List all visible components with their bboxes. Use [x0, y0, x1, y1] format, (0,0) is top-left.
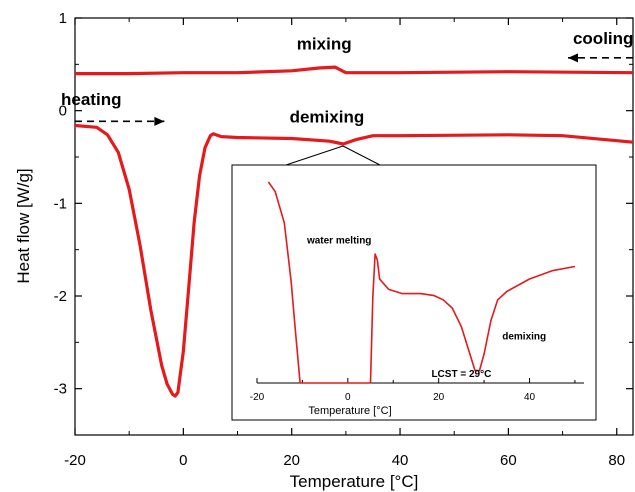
x-tick-label: 80 [608, 452, 625, 469]
x-tick-label: 20 [283, 452, 300, 469]
inset-series-line [267, 181, 576, 384]
series-line-cooling [75, 65, 634, 76]
x-tick-label: 40 [392, 452, 409, 469]
zoom-connector-left [285, 145, 344, 166]
inset-x-tick-label: -20 [250, 392, 265, 403]
y-tick-label: 0 [59, 103, 67, 120]
annotation-heating: heating [61, 90, 121, 109]
y-tick-label: 1 [59, 10, 67, 27]
heating-arrow [75, 116, 165, 126]
y-tick-label: -3 [54, 381, 67, 398]
cooling-arrow [567, 53, 633, 63]
main-annotations: mixing cooling heating demixing [61, 29, 633, 127]
inset-frame [231, 164, 597, 421]
inset-x-axis-label: Temperature [°C] [308, 405, 391, 417]
inset-annotation-water-melting: water melting [306, 236, 371, 247]
annotation-demixing: demixing [290, 108, 365, 127]
x-tick-label: 60 [500, 452, 517, 469]
zoom-connector-right [342, 145, 381, 166]
inset-x-tick-label: 20 [433, 392, 445, 403]
x-axis-label: Temperature [°C] [290, 472, 419, 491]
annotation-cooling: cooling [573, 29, 633, 48]
inset-annotation-demixing: demixing [502, 331, 546, 342]
x-tick-label: 0 [179, 452, 187, 469]
annotation-mixing: mixing [297, 35, 352, 54]
main-axes: -20 0 20 40 60 80 1 0 -1 -2 -3 Temperature [°C] Heat… [14, 10, 633, 491]
y-axis-label: Heat flow [W/g] [14, 168, 33, 283]
inset-x-tick-label: 0 [345, 392, 351, 403]
inset-series-group [267, 181, 576, 384]
x-tick-label: -20 [64, 452, 86, 469]
series-line-heating [74, 123, 634, 398]
inset-annotation-lcst-29-c: LCST = 29°C [431, 369, 491, 380]
main-series-group [74, 65, 634, 398]
inset-annotations: water melting demixing LCST = 29°C [306, 236, 546, 380]
main-plot-frame [74, 17, 634, 436]
inset-x-tick-label: 40 [524, 392, 536, 403]
y-tick-label: -2 [54, 288, 67, 305]
y-tick-label: -1 [54, 195, 67, 212]
